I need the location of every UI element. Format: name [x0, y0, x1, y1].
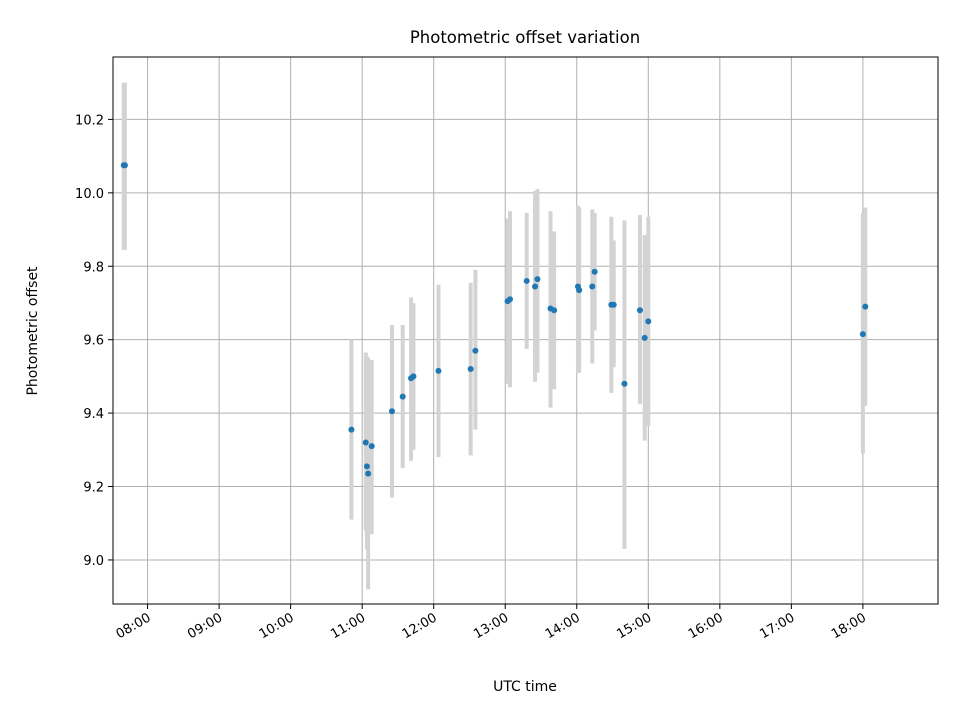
data-point — [645, 318, 652, 325]
y-tick-label: 9.0 — [83, 554, 104, 569]
data-point — [365, 470, 372, 477]
y-tick-label: 9.4 — [83, 407, 104, 422]
data-point — [589, 283, 596, 290]
data-point — [610, 301, 617, 308]
data-point — [388, 408, 395, 415]
data-point — [363, 463, 370, 470]
data-point — [435, 367, 442, 374]
data-point — [862, 303, 869, 310]
data-point — [467, 366, 474, 373]
data-point — [472, 347, 479, 354]
data-point — [591, 268, 598, 275]
y-axis: 9.0 9.2 9.4 9.6 9.8 10.0 10.2 — [75, 113, 113, 569]
data-point — [532, 283, 539, 290]
data-points — [120, 162, 869, 477]
data-point — [399, 393, 406, 400]
plot-frame — [112, 56, 939, 605]
data-point — [534, 276, 541, 283]
chart-title: Photometric offset variation — [410, 28, 640, 47]
data-point — [859, 331, 866, 338]
y-tick-label: 9.2 — [83, 481, 104, 496]
data-point — [641, 334, 648, 341]
y-tick-label: 10.2 — [75, 113, 104, 128]
data-point — [551, 307, 558, 314]
data-point — [636, 307, 643, 314]
y-tick-label: 9.8 — [83, 260, 104, 275]
data-point — [410, 373, 417, 380]
y-tick-label: 10.0 — [75, 187, 104, 202]
data-point — [362, 439, 369, 446]
data-point — [368, 443, 375, 450]
data-point — [507, 296, 514, 303]
data-point — [348, 426, 355, 433]
data-point — [576, 287, 583, 294]
y-axis-label: Photometric offset — [25, 266, 41, 396]
y-tick-label: 9.6 — [83, 334, 104, 349]
x-axis-label: UTC time — [493, 679, 557, 695]
data-point — [523, 277, 530, 284]
data-point — [621, 380, 628, 387]
data-point — [121, 162, 128, 169]
